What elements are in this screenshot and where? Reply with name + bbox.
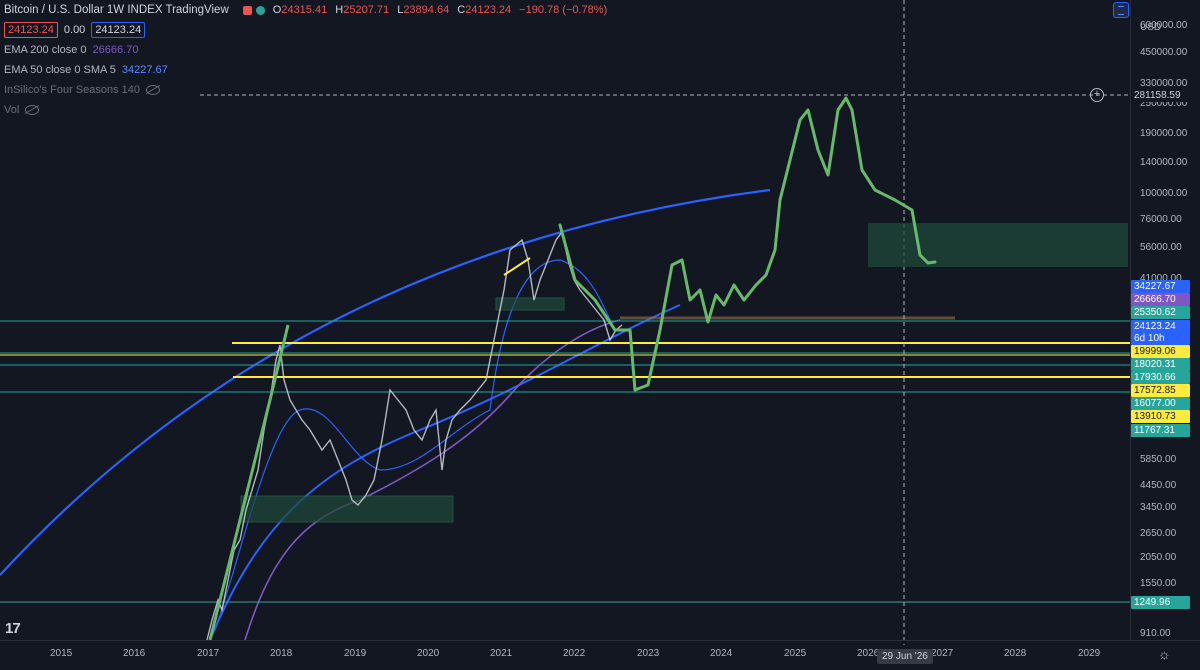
indicator-volume-label: Vol — [4, 104, 20, 116]
indicator-ema200[interactable]: EMA 200 close 0 26666.70 — [4, 40, 607, 60]
high-label: H — [335, 4, 344, 16]
time-axis-label: 2025 — [784, 648, 807, 659]
settings-gear-icon[interactable]: ☼ — [1158, 646, 1171, 662]
time-axis-label: 2021 — [490, 648, 513, 659]
high-value: 25207.71 — [343, 4, 390, 16]
price-tag: 25350.62 — [1131, 306, 1190, 319]
open-label: O — [272, 4, 282, 16]
price-axis-label: 1550.00 — [1140, 578, 1177, 589]
spread-value: 0.00 — [63, 24, 86, 36]
price-tag: 6d 10h — [1131, 332, 1190, 345]
price-axis-label: 450000.00 — [1140, 47, 1188, 58]
close-label: C — [457, 4, 466, 16]
zone-2018-bottom — [240, 495, 454, 523]
price-axis-label: 250000.00 — [1140, 98, 1188, 109]
change-value: −190.78 (−0.78%) — [519, 4, 608, 16]
tradingview-logo-icon[interactable]: 17 — [5, 620, 21, 637]
legend-header-row: Bitcoin / U.S. Dollar 1W INDEX TradingVi… — [4, 0, 607, 20]
yellow-trend — [503, 257, 531, 276]
time-axis-label: 2022 — [563, 648, 586, 659]
price-tag: 19999.06 — [1131, 345, 1190, 358]
indicator-ema50-label: EMA 50 close 0 SMA 5 — [4, 64, 116, 76]
indicator-ema50-value: 34227.67 — [121, 64, 168, 76]
price-axis-label: 76000.00 — [1140, 214, 1182, 225]
price-tag: 281158.59 — [1131, 89, 1190, 102]
price-axis-label: 56000.00 — [1140, 242, 1182, 253]
hidden-eye-icon[interactable] — [146, 85, 161, 95]
time-axis-label: 2018 — [270, 648, 293, 659]
time-axis-label: 2029 — [1078, 648, 1101, 659]
indicator-ema200-label: EMA 200 close 0 — [4, 44, 87, 56]
buy-button[interactable]: 24123.24 — [91, 22, 146, 38]
time-axis-label: 2015 — [50, 648, 73, 659]
price-axis-label: 5850.00 — [1140, 454, 1177, 465]
low-value: 23894.64 — [403, 4, 450, 16]
price-axis-separator — [1130, 0, 1131, 640]
indicator-volume[interactable]: Vol — [4, 100, 607, 120]
time-axis-label: 2020 — [417, 648, 440, 659]
ohlc-values: O24315.41 H25207.71 L23894.64 C24123.24 … — [273, 4, 607, 16]
price-axis-label: 190000.00 — [1140, 128, 1188, 139]
time-axis-label: 2019 — [344, 648, 367, 659]
ema200-line — [244, 319, 621, 641]
zone-2021 — [495, 297, 565, 311]
price-axis-label: 140000.00 — [1140, 157, 1188, 168]
zone-target — [868, 223, 1128, 267]
green-projection-2 — [558, 96, 937, 392]
sell-button[interactable]: 24123.24 — [4, 22, 58, 38]
price-axis-label: 3450.00 — [1140, 502, 1177, 513]
time-axis-label: 2028 — [1004, 648, 1027, 659]
hidden-eye-icon[interactable] — [25, 105, 40, 115]
price-tag: 17572.85 — [1131, 384, 1190, 397]
time-axis-label: 2024 — [710, 648, 733, 659]
green-projection — [208, 324, 290, 641]
price-axis-label: 4450.00 — [1140, 480, 1177, 491]
price-tag: 1249.96 — [1131, 596, 1190, 609]
indicator-four-seasons[interactable]: InSilico's Four Seasons 140 — [4, 80, 607, 100]
arc-trendline — [0, 188, 771, 576]
currency-unit[interactable]: USD — [1140, 22, 1162, 33]
time-axis-label: 2017 — [197, 648, 220, 659]
price-axis-label: 600000.00 — [1140, 20, 1188, 31]
price-tag: 34227.67 — [1131, 280, 1190, 293]
symbol-title[interactable]: Bitcoin / U.S. Dollar 1W INDEX TradingVi… — [4, 4, 229, 16]
indicator-ema200-value: 26666.70 — [92, 44, 139, 56]
price-tag: 13910.73 — [1131, 410, 1190, 423]
crosshair-date-label: 29 Jun '26 — [877, 649, 933, 664]
time-axis-label: 2016 — [123, 648, 146, 659]
time-axis-separator — [0, 640, 1200, 641]
price-tag: 24123.24 — [1131, 320, 1190, 333]
price-axis-label: 330000.00 — [1140, 78, 1188, 89]
low-label: L — [397, 4, 404, 16]
price-axis-label: 100000.00 — [1140, 188, 1188, 199]
market-status-dot-icon — [255, 5, 265, 15]
time-axis-label: 2023 — [637, 648, 660, 659]
price-tag: 26666.70 — [1131, 293, 1190, 306]
price-tag: 18020.31 — [1131, 358, 1190, 371]
indicator-four-seasons-label: InSilico's Four Seasons 140 — [4, 84, 141, 96]
price-axis-label: 2650.00 — [1140, 528, 1177, 539]
price-tag: 11767.31 — [1131, 424, 1190, 437]
time-axis-label: 2026 — [857, 648, 880, 659]
trade-row: 24123.24 0.00 24123.24 — [4, 20, 607, 40]
price-axis-label: 910.00 — [1140, 628, 1171, 639]
ema50-line — [214, 259, 616, 631]
price-tag: 17930.66 — [1131, 371, 1190, 384]
price-axis-label: 41000.00 — [1140, 273, 1182, 284]
open-value: 24315.41 — [281, 4, 328, 16]
price-tag: 16077.00 — [1131, 397, 1190, 410]
settings-icon[interactable] — [1113, 2, 1129, 18]
close-value: 24123.24 — [465, 4, 512, 16]
regression-curve — [209, 304, 681, 641]
indicator-ema50[interactable]: EMA 50 close 0 SMA 5 34227.67 — [4, 60, 607, 80]
alert-flag-icon[interactable] — [242, 5, 252, 15]
price-axis-label: 2050.00 — [1140, 552, 1177, 563]
time-axis-label: 2027 — [931, 648, 954, 659]
plus-circle-icon[interactable]: + — [1090, 88, 1104, 102]
chart-legend: Bitcoin / U.S. Dollar 1W INDEX TradingVi… — [4, 0, 607, 120]
